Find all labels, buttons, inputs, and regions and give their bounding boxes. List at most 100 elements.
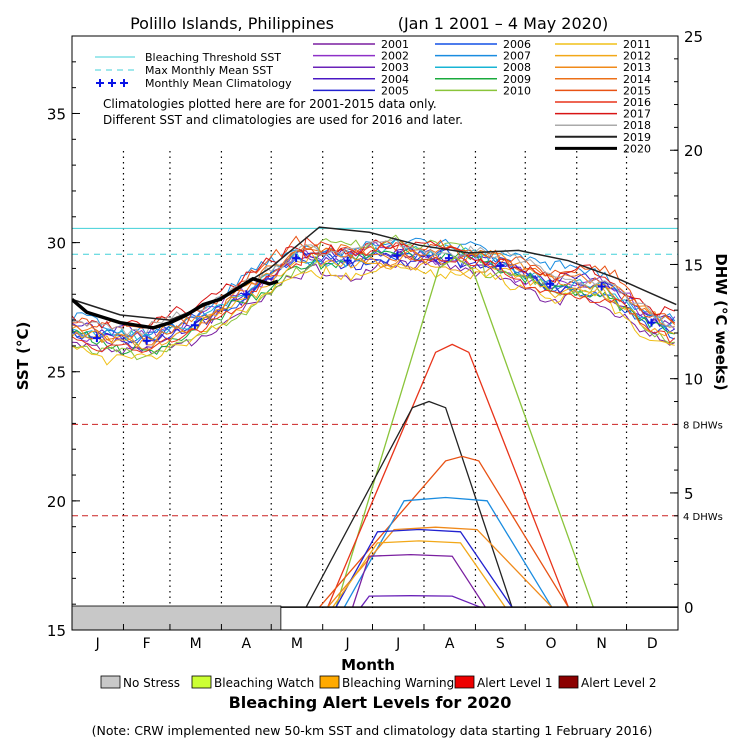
plot-clip-group (72, 151, 678, 630)
y-tick-label-left: 20 (47, 493, 66, 511)
legend-label-year: 2018 (623, 119, 651, 132)
legend-swatch-climatology (108, 79, 116, 87)
dhw-line-2015 (318, 455, 569, 608)
climatology-marker (647, 318, 656, 327)
alert-level-label: No Stress (123, 676, 180, 690)
legend-label-mmm: Max Monthly Mean SST (145, 64, 273, 77)
legend-swatch-climatology (120, 79, 128, 87)
dhw-line-2010 (335, 256, 594, 608)
x-tick-label: F (143, 636, 151, 652)
y-tick-label-left: 25 (47, 364, 66, 382)
legend-label-year: 2009 (503, 73, 531, 86)
sst-line-2011 (72, 263, 675, 366)
alert-level-legend: No Stress Bleaching Watch Bleaching Warnin… (100, 675, 657, 690)
x-tick-label: M (291, 636, 303, 652)
climatology-marker (343, 256, 352, 265)
x-tick-label: S (496, 636, 505, 652)
sst-line-2017 (72, 239, 675, 330)
legend-label-year: 2002 (381, 50, 409, 63)
dhw-line-2019 (305, 400, 513, 608)
alert-level-swatch (454, 675, 475, 689)
status-band-no-stress (72, 605, 282, 630)
legend-label-year: 2013 (623, 61, 651, 74)
y-tick-label-right: 0 (684, 599, 694, 617)
chart-title: Polillo Islands, Philippines (130, 14, 334, 33)
climatology-marker (393, 251, 402, 260)
alert-level-swatch (191, 675, 212, 689)
x-tick-label: O (545, 636, 556, 652)
legend-label-year: 2020 (623, 142, 651, 155)
dhw-line-2007 (343, 496, 553, 608)
x-tick-label: A (242, 636, 252, 652)
dhw-line-2016 (327, 343, 570, 608)
alert-level-swatch (100, 675, 121, 689)
y-tick-label-left: 35 (47, 105, 66, 123)
dhw-ref-label: 4 DHWs (683, 512, 723, 523)
sst-line-2012 (72, 251, 675, 350)
sst-line-2013 (72, 243, 675, 349)
alert-level-label: Bleaching Watch (214, 676, 314, 690)
sst-line-2007 (72, 237, 676, 337)
y-tick-label-right: 20 (684, 142, 703, 160)
sst-line-2014 (72, 244, 676, 346)
x-tick-label: J (345, 636, 350, 652)
climatology-marker (496, 261, 505, 270)
sst-line-2001 (72, 259, 675, 356)
legend-label-year: 2006 (503, 38, 531, 51)
y-tick-label-right: 10 (684, 371, 703, 389)
x-tick-label: J (95, 636, 100, 652)
y-tick-label-right: 15 (684, 256, 703, 274)
sst-line-2019 (72, 226, 677, 321)
climatology-marker (444, 254, 453, 263)
x-tick-label: D (647, 636, 658, 652)
dhw-line-2001 (351, 553, 486, 608)
chart-date-range: (Jan 1 2001 – 4 May 2020) (398, 14, 609, 33)
alert-level-label: Alert Level 2 (581, 676, 657, 690)
alert-level-swatch (319, 675, 340, 689)
sst-line-2020 (72, 276, 279, 330)
climatology-marker (597, 282, 606, 291)
x-tick-label: N (596, 636, 606, 652)
climatology-marker (546, 279, 555, 288)
legend-label-year: 2019 (623, 131, 651, 144)
y-tick-label-left: 30 (47, 235, 66, 253)
dhw-line-2003 (360, 595, 481, 608)
legend-label-threshold: Bleaching Threshold SST (145, 51, 281, 64)
legend-note: Climatologies plotted here are for 2001-… (103, 97, 437, 111)
legend-label-year: 2005 (381, 84, 409, 97)
legend-label-year: 2011 (623, 38, 651, 51)
x-axis-label: Month (341, 656, 395, 674)
legend-label-year: 2016 (623, 96, 651, 109)
alert-legend-title: Bleaching Alert Levels for 2020 (229, 693, 512, 712)
legend-label-climatology: Monthly Mean Climatology (145, 77, 292, 90)
sst-line-2009 (72, 249, 675, 356)
alert-level-label: Bleaching Warning (342, 676, 454, 690)
legend-label-year: 2017 (623, 108, 651, 121)
sst-line-2006 (72, 247, 675, 346)
legend-label-year: 2010 (503, 84, 531, 97)
climatology-marker (190, 321, 199, 330)
legend-label-year: 2001 (381, 38, 409, 51)
climatology-marker (292, 254, 301, 263)
sst-line-2010 (72, 234, 675, 361)
x-tick-label: A (445, 636, 455, 652)
dhw-line-2005 (335, 528, 513, 608)
legend-note: Different SST and climatologies are used… (103, 113, 463, 127)
legend-label-year: 2015 (623, 84, 651, 97)
legend-label-year: 2007 (503, 50, 531, 63)
y-tick-label-left: 15 (47, 622, 66, 640)
sst-line-2018 (72, 236, 675, 337)
y-axis-label-right: DHW (°C weeks) (712, 253, 730, 390)
legend-label-year: 2003 (381, 61, 409, 74)
legend-label-year: 2004 (381, 73, 409, 86)
y-tick-label-right: 25 (684, 28, 703, 46)
alert-level-label: Alert Level 1 (477, 676, 553, 690)
y-axis-label-left: SST (°C) (14, 322, 32, 391)
climatology-marker (142, 336, 151, 345)
alert-level-swatch (558, 675, 579, 689)
legend-label-year: 2012 (623, 50, 651, 63)
dhw-ref-label: 8 DHWs (683, 420, 723, 431)
y-tick-label-right: 5 (684, 485, 694, 503)
